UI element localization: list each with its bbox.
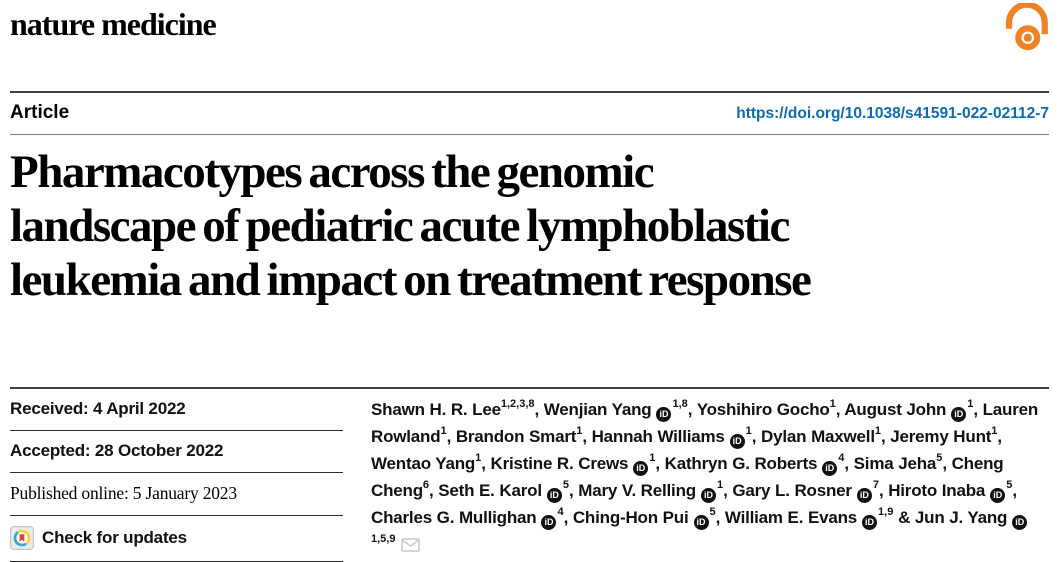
author-name: Wentao Yang (371, 454, 476, 473)
author-affiliation-superscript: 5 (1006, 479, 1013, 492)
orcid-icon[interactable]: iD (822, 461, 838, 476)
author-name: Seth E. Karol (438, 481, 542, 500)
orcid-icon[interactable]: iD (729, 434, 745, 449)
author-name: Yoshihiro Gocho (696, 400, 830, 419)
meta-and-authors: Received: 4 April 2022 Accepted: 28 Octo… (10, 389, 1049, 562)
author-name: Charles G. Mullighan (371, 508, 537, 527)
mid-divider (10, 387, 1049, 389)
author-affiliation-superscript: 5 (936, 452, 943, 465)
author-affiliation-superscript: 1,2,3,8 (500, 398, 535, 411)
author-name: Gary L. Rosner (732, 481, 852, 500)
doi-link[interactable]: https://doi.org/10.1038/s41591-022-02112… (736, 105, 1049, 122)
orcid-icon[interactable]: iD (1012, 515, 1028, 530)
author-name: Brandon Smart (455, 427, 577, 446)
title-line: Pharmacotypes across the genomic (10, 146, 655, 198)
author-affiliation-superscript: 5 (709, 506, 716, 519)
author-affiliation-superscript: 1 (440, 425, 447, 438)
author-name: Ching-Hon Pui (572, 508, 689, 527)
title-line: leukemia and impact on treatment respons… (10, 254, 812, 306)
author-name: Jun J. Yang (914, 508, 1008, 527)
author-name: Shawn H. R. Lee (371, 400, 501, 419)
email-icon[interactable] (401, 533, 421, 560)
orcid-icon[interactable]: iD (700, 488, 716, 503)
author-name: August John (844, 400, 947, 419)
article-header-row: Article https://doi.org/10.1038/s41591-0… (10, 93, 1049, 134)
orcid-icon[interactable]: iD (633, 461, 649, 476)
author-affiliation-superscript: 1 (576, 425, 583, 438)
orcid-icon[interactable]: iD (862, 515, 878, 530)
article-title: Pharmacotypes across the genomic landsca… (10, 145, 1049, 307)
check-for-updates-label: Check for updates (42, 528, 187, 547)
author-affiliation-superscript: 5 (562, 479, 569, 492)
author-affiliation-superscript: 6 (422, 479, 430, 492)
orcid-icon[interactable]: iD (951, 407, 967, 422)
author-affiliation-superscript: 1 (716, 479, 724, 492)
author-affiliation-superscript: 1 (991, 425, 998, 438)
author-affiliation-superscript: 1 (649, 452, 656, 465)
accepted-date: Accepted: 28 October 2022 (10, 431, 343, 473)
crossmark-icon (10, 526, 34, 550)
author-affiliation-superscript: 1,9 (878, 506, 894, 519)
author-name: Mary V. Relling (578, 481, 696, 500)
author-affiliation-superscript: 7 (872, 479, 879, 492)
author-affiliation-superscript: 4 (838, 452, 845, 465)
author-name: Kathryn G. Roberts (664, 454, 818, 473)
author-name: Wenjian Yang (543, 400, 652, 419)
author-affiliation-superscript: 1 (874, 425, 881, 438)
open-access-icon (1001, 1, 1051, 51)
top-divider (10, 91, 1049, 93)
author-affiliation-superscript: 1,8 (672, 398, 688, 411)
check-for-updates-button[interactable]: Check for updates (10, 516, 343, 562)
author-affiliation-superscript: 1 (745, 425, 752, 438)
author-affiliation-superscript: 1 (829, 398, 836, 411)
author-affiliation-superscript: 1 (475, 452, 482, 465)
author-list: Shawn H. R. Lee1,2,3,8, Wenjian Yang iD1,… (371, 389, 1049, 560)
article-type-label: Article (10, 102, 70, 123)
orcid-icon[interactable]: iD (990, 488, 1006, 503)
author-name: Kristine R. Crews (490, 454, 629, 473)
author-name: Dylan Maxwell (761, 427, 875, 446)
author-affiliation-superscript: 1 (967, 398, 974, 411)
orcid-icon[interactable]: iD (541, 515, 557, 530)
journal-logo: nature medicine (10, 6, 217, 42)
received-date: Received: 4 April 2022 (10, 389, 343, 431)
orcid-icon[interactable]: iD (856, 488, 872, 503)
author-name: Lauren Rowland (371, 400, 1039, 446)
author-name: William E. Evans (724, 508, 858, 527)
published-date: Published online: 5 January 2023 (10, 473, 343, 516)
masthead: nature medicine (10, 0, 1049, 51)
article-history-column: Received: 4 April 2022 Accepted: 28 Octo… (10, 389, 343, 562)
author-name: Jeremy Hunt (890, 427, 992, 446)
author-name: Hiroto Inaba (888, 481, 986, 500)
author-affiliation-superscript: 4 (557, 506, 564, 519)
author-name: Sima Jeha (853, 454, 937, 473)
title-line: landscape of pediatric acute lymphoblast… (10, 200, 790, 252)
orcid-icon[interactable]: iD (693, 515, 709, 530)
author-affiliation-superscript: 1,5,9 (371, 533, 396, 546)
author-name: Hannah Williams (591, 427, 725, 446)
orcid-icon[interactable]: iD (546, 488, 562, 503)
article-divider (10, 134, 1049, 135)
author-name: Cheng Cheng (371, 454, 1004, 500)
orcid-icon[interactable]: iD (656, 407, 672, 422)
